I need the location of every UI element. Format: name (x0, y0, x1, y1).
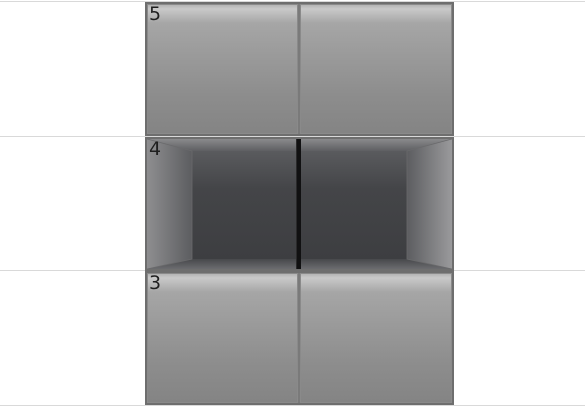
open-compartment-interior (147, 139, 452, 269)
shelf-3-right-door[interactable] (300, 273, 452, 403)
shelf-number-label: 3 (149, 272, 162, 294)
row-divider (0, 1, 585, 2)
door-gap (298, 4, 300, 134)
door-gap (298, 273, 300, 403)
shelf-5-right-door[interactable] (300, 4, 452, 134)
shelf-5-left-door[interactable] (147, 4, 298, 134)
shelf-4-open-compartment[interactable] (147, 139, 452, 269)
shelf-4-cabinet[interactable]: 4 (145, 137, 454, 271)
row-divider (0, 136, 585, 137)
shelf-5-cabinet[interactable]: 5 (145, 2, 454, 136)
row-divider (0, 405, 585, 406)
shelf-number-label: 4 (149, 138, 162, 160)
shelf-3-left-door[interactable] (147, 273, 298, 403)
shelf-3-cabinet[interactable]: 3 (145, 271, 454, 405)
shelf-number-label: 5 (149, 3, 162, 25)
